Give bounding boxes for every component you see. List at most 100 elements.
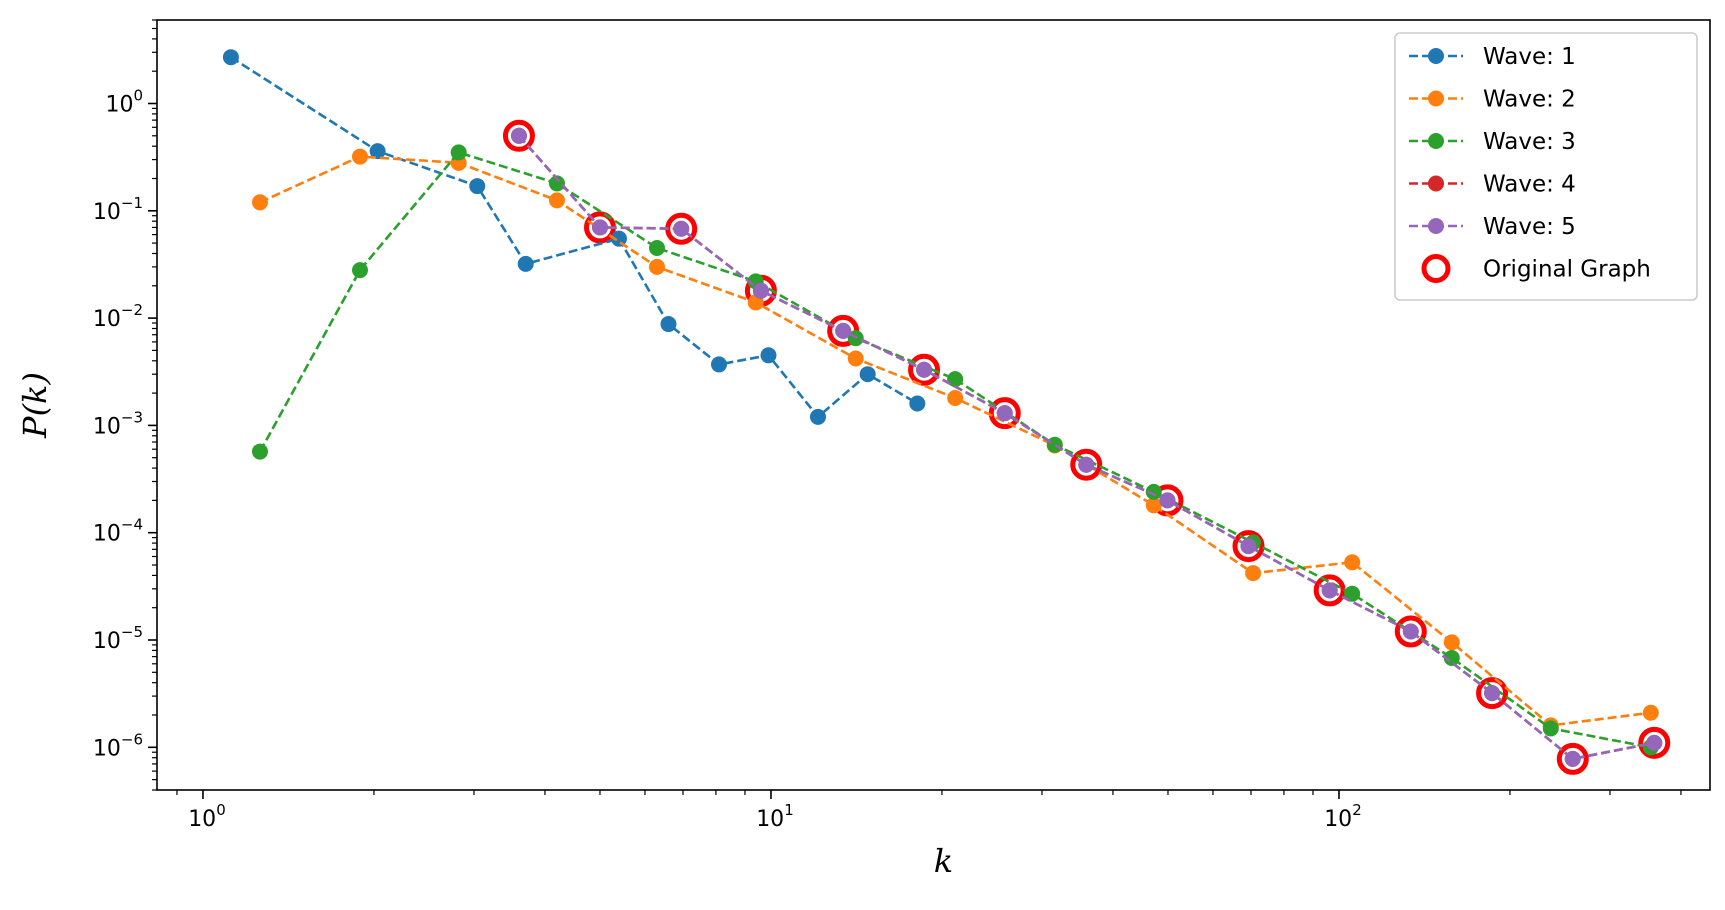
legend-label: Original Graph — [1483, 257, 1651, 283]
legend-label: Wave: 2 — [1483, 87, 1576, 113]
series-point — [859, 366, 876, 383]
series-point — [1321, 582, 1338, 599]
legend-marker-swatch — [1428, 133, 1444, 149]
series-point — [1145, 483, 1162, 500]
y-tick-label-base: 10 — [93, 736, 121, 761]
y-tick-label: 10−3 — [93, 408, 143, 439]
legend-item: Wave: 3 — [1409, 129, 1576, 155]
series-point — [1240, 538, 1257, 555]
x-tick-label-exponent: 1 — [784, 801, 794, 819]
series-point — [548, 175, 565, 192]
series-point — [351, 148, 368, 165]
series-point — [1443, 634, 1460, 651]
series-point — [947, 390, 964, 407]
y-tick-label-base: 10 — [105, 92, 133, 117]
series-point — [510, 127, 527, 144]
y-axis-label-var: k — [16, 385, 54, 404]
original-graph-point — [502, 119, 535, 152]
plot-frame — [156, 19, 1711, 791]
y-tick-label-exponent: −4 — [121, 516, 143, 534]
x-tick-label-exponent: 0 — [216, 801, 226, 819]
legend-item: Wave: 1 — [1409, 44, 1576, 70]
legend-marker-swatch — [1428, 48, 1444, 64]
series-point — [591, 219, 608, 236]
series-point — [752, 282, 769, 299]
series-point — [673, 220, 690, 237]
series-point — [835, 322, 852, 339]
series-point — [1642, 704, 1659, 721]
y-tick-label-exponent: −2 — [121, 301, 143, 319]
series-point — [847, 350, 864, 367]
legend-label: Wave: 4 — [1483, 172, 1576, 198]
series-point — [1078, 456, 1095, 473]
y-tick-label: 10−6 — [93, 730, 143, 761]
legend-item: Wave: 4 — [1409, 172, 1576, 198]
series-point — [548, 192, 565, 209]
series-point — [450, 144, 467, 161]
series-point — [660, 316, 677, 333]
original-graph-point — [1556, 742, 1589, 775]
minor-ticks — [152, 19, 1682, 795]
x-tick-label: 102 — [1324, 801, 1362, 832]
series-point — [1542, 720, 1559, 737]
legend-label: Wave: 5 — [1483, 214, 1576, 240]
series-point — [369, 143, 386, 160]
original-graph-point — [1232, 530, 1265, 563]
series-line — [517, 134, 1655, 761]
series-point — [1646, 734, 1663, 751]
series-point — [710, 356, 727, 373]
y-tick-label-base: 10 — [93, 629, 121, 654]
series-wave-5 — [510, 127, 1663, 767]
y-axis-label-prefix: P( — [16, 402, 54, 439]
original-graph-point — [1394, 615, 1427, 648]
y-tick-label-base: 10 — [93, 414, 121, 439]
series-point — [1159, 492, 1176, 509]
y-tick-label-exponent: −1 — [121, 194, 143, 212]
original-graph-point — [1070, 448, 1103, 481]
x-tick-label-base: 10 — [188, 807, 216, 832]
y-tick-label-base: 10 — [93, 522, 121, 547]
series-point — [648, 258, 665, 275]
series-point — [1245, 565, 1262, 582]
series-point — [1443, 649, 1460, 666]
x-tick-label-exponent: 2 — [1352, 801, 1362, 819]
legend-marker-swatch — [1428, 218, 1444, 234]
x-tick-label-base: 10 — [1324, 807, 1352, 832]
series-point — [469, 178, 486, 195]
original-graph-point — [1638, 726, 1671, 759]
x-tick-label: 100 — [188, 801, 226, 832]
legend-marker-swatch — [1428, 175, 1444, 192]
original-graph-point — [1476, 677, 1509, 710]
legend-label: Wave: 1 — [1483, 44, 1576, 70]
series-point — [916, 361, 933, 378]
series-point — [351, 262, 368, 279]
y-tick-label-base: 10 — [93, 307, 121, 332]
series-point — [996, 405, 1013, 422]
series-wave-1 — [222, 49, 926, 425]
series-point — [809, 408, 826, 425]
legend-box — [1394, 32, 1698, 301]
legend-item: Wave: 5 — [1409, 214, 1576, 240]
series-point — [517, 255, 534, 272]
series-point — [251, 194, 268, 211]
legend-ring-swatch — [1421, 254, 1451, 283]
x-tick-label: 101 — [756, 801, 794, 832]
x-axis-label: k — [934, 842, 953, 880]
original-graph-point — [908, 353, 941, 386]
series-point — [610, 230, 627, 247]
series-point — [1564, 750, 1581, 767]
x-tick-label-base: 10 — [756, 807, 784, 832]
series-point — [1046, 436, 1063, 453]
y-tick-label-exponent: −6 — [121, 730, 143, 748]
series-point — [251, 443, 268, 460]
y-tick-label-base: 10 — [93, 200, 121, 225]
y-axis-label-suffix: ) — [16, 372, 54, 385]
y-tick-label-exponent: −3 — [121, 408, 143, 426]
y-tick-label: 100 — [105, 86, 143, 117]
plot-area — [222, 49, 1671, 775]
series-point — [1484, 685, 1501, 702]
series-point — [1344, 554, 1361, 571]
major-ticks — [148, 102, 1340, 799]
